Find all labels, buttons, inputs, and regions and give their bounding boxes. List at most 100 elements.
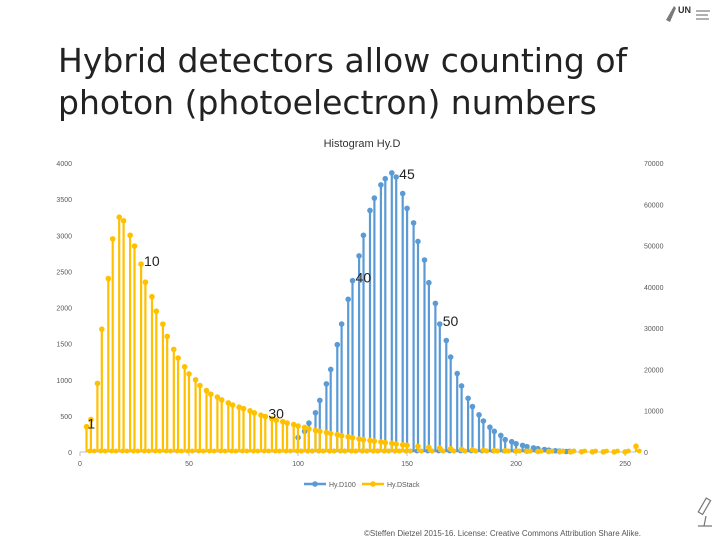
data-point-baseline [516,448,522,454]
data-point-baseline [397,448,402,454]
data-point [317,428,323,435]
data-point-baseline [98,448,104,454]
data-point [360,232,367,239]
data-annotation: 45 [399,166,415,182]
y-right-tick-label: 50000 [644,244,664,251]
logo-text: UN [678,5,691,15]
data-point [312,427,319,434]
data-point-baseline [331,448,337,454]
data-point [447,354,454,360]
data-point [262,413,269,420]
data-point-baseline [152,448,158,454]
data-point [458,383,465,389]
legend-marker [312,481,318,487]
data-point [160,321,166,327]
data-point [175,355,181,361]
series-Hy.DStack [83,214,642,455]
data-point [153,308,160,314]
y-right-tick-label: 0 [644,450,648,457]
logo-line [696,10,710,12]
data-point-baseline [222,448,228,454]
data-point [99,326,105,332]
data-point [116,214,123,220]
data-point-baseline [141,448,147,454]
x-tick-label: 0 [78,461,82,468]
data-point-baseline [320,448,326,454]
data-point-baseline [418,448,424,454]
data-point [203,387,210,394]
x-tick-label: 200 [510,461,522,468]
data-point [388,440,395,447]
slide-title-line-1: Hybrid detectors allow counting of [58,41,628,80]
data-point-baseline [163,448,169,454]
chart-series [83,170,642,455]
data-point [186,371,192,377]
y-left-tick-label: 1500 [56,342,72,349]
data-point [240,405,247,412]
data-point [225,400,232,406]
data-point [306,420,312,426]
data-point-baseline [451,448,457,454]
data-point-baseline [109,448,115,454]
data-point [317,397,323,404]
data-point [426,279,432,286]
data-point [469,403,476,410]
legend-label: Hy.DStack [387,482,420,489]
data-annotation: 1 [87,416,95,432]
data-point-baseline [305,448,311,454]
data-point [393,441,399,447]
data-point [415,238,421,245]
y-right-tick-label: 30000 [644,326,664,333]
data-point [436,445,443,451]
y-left-tick-label: 3500 [56,197,72,204]
data-point-baseline [240,448,245,454]
data-annotation: 10 [144,253,160,269]
data-point-baseline [342,448,348,454]
data-point [426,444,432,451]
data-point [327,366,334,373]
data-point-baseline [407,448,413,454]
data-point-baseline [527,448,533,454]
data-point [345,434,351,440]
y-right-tick-label: 70000 [644,161,664,168]
data-point-baseline [266,448,272,454]
data-point [349,435,356,441]
series-Hy.D100 [295,170,577,455]
data-point [530,445,537,451]
data-point-baseline [625,448,631,454]
data-point [236,404,242,411]
legend-label: Hy.D100 [329,482,356,489]
data-point [181,363,188,370]
data-point [349,277,356,284]
data-point-baseline [375,448,381,454]
data-annotation: 50 [443,313,459,329]
data-point-baseline [338,448,343,454]
data-point-baseline [593,448,599,454]
data-point-baseline [309,448,315,454]
data-point [404,205,410,212]
data-point-baseline [174,448,180,454]
data-point-baseline [185,448,191,454]
data-point [360,436,367,443]
data-point [454,370,461,377]
data-point [367,437,373,444]
data-point [109,236,116,242]
data-point [192,376,199,383]
data-point-baseline [168,448,173,454]
data-point-baseline [200,448,206,454]
data-point [519,442,526,449]
data-point-baseline [135,448,141,454]
chart-annotations: 45 50 40 10 30 1 [87,166,458,432]
data-point-baseline [229,448,234,454]
data-point-baseline [359,448,365,454]
data-point-baseline [560,448,566,454]
copyright-credit: ©Steffen Dietzel 2015-16. License: Creat… [364,529,642,538]
data-point [127,232,133,239]
data-point [105,275,112,282]
data-point [301,424,308,431]
y-left-tick-label: 2500 [56,269,72,276]
data-point [229,402,236,408]
data-point [208,391,214,398]
data-point-baseline [124,448,130,454]
data-point [356,253,362,259]
